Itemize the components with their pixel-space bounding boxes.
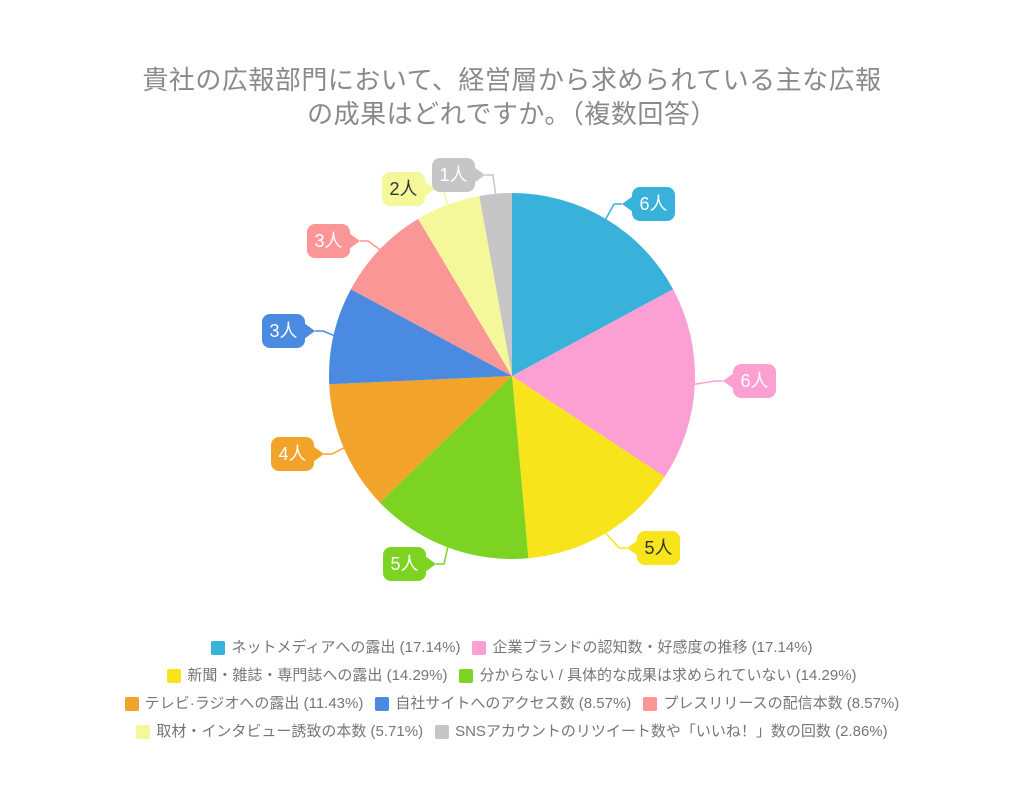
legend-item-1: 企業ブランドの認知数・好感度の推移 (17.14%) (472, 639, 813, 656)
pie-callout-leader-8 (485, 174, 497, 194)
callout-value: 4人 (278, 444, 307, 464)
legend-item-2: 新聞・雑誌・専門誌への露出 (14.29%) (167, 668, 447, 684)
legend-label: 企業ブランドの認知数・好感度の推移 (17.14%) (492, 639, 813, 656)
legend-swatch (435, 725, 450, 739)
callout-pointer (313, 446, 324, 462)
callout-value: 6人 (639, 194, 668, 214)
callout-value: 1人 (439, 165, 468, 185)
callout-pointer (424, 181, 435, 197)
pie-callout-label-4: 4人 (271, 437, 324, 471)
callout-value: 5人 (644, 538, 673, 558)
legend-swatch (167, 669, 182, 683)
legend-label: ネットメディアへの露出 (17.14%) (231, 639, 461, 656)
pie-slice-3 (379, 376, 529, 559)
pie-slice-0 (512, 193, 674, 376)
pie-callout-leader-6 (360, 240, 381, 251)
legend-label: 自社サイトへのアクセス数 (8.57%) (395, 695, 632, 712)
callout-pointer (425, 556, 436, 572)
pie-callout-label-6: 3人 (307, 224, 360, 258)
callout-pointer (304, 323, 315, 339)
pie-callout-label-7: 2人 (382, 172, 435, 206)
pie-slice-1 (512, 289, 696, 477)
pie-slice-7 (418, 195, 512, 376)
legend-label: 取材・インタビュー誘致の本数 (5.71%) (156, 723, 424, 740)
legend-label: プレスリリースの配信本数 (8.57%) (663, 695, 900, 712)
callout-pointer (723, 373, 734, 389)
callout-value: 3人 (269, 321, 298, 341)
pie-callout-label-2: 5人 (627, 531, 680, 565)
legend-item-6: プレスリリースの配信本数 (8.57%) (643, 696, 899, 712)
legend-item-0: ネットメディアへの露出 (17.14%) (211, 640, 460, 656)
legend-swatch (643, 697, 658, 711)
legend-row: テレビ·ラジオへの露出 (11.43%) 自社サイトへのアクセス数 (8.57%)… (124, 695, 899, 712)
legend-label: 分からない / 具体的な成果は求められていない (14.29%) (479, 667, 857, 684)
legend-swatch (211, 641, 226, 655)
pie-callout-leader-1 (694, 380, 723, 385)
chart-title-line2: の成果はどれですか。（複数回答） (307, 99, 717, 130)
legend-row: 新聞・雑誌・専門誌への露出 (14.29%) 分からない / 具体的な成果は求めら… (167, 667, 857, 684)
callout-value: 2人 (389, 179, 418, 199)
legend-item-8: SNSアカウントのリツイート数や「いいね！」数の回数 (2.86%) (435, 724, 888, 740)
pie-slice-5 (328, 289, 512, 385)
legend-label: 新聞・雑誌・専門誌への露出 (14.29%) (187, 667, 448, 684)
legend-row: 取材・インタビュー誘致の本数 (5.71%) SNSアカウントのリツイート数や「い… (136, 724, 888, 740)
legend-label: SNSアカウントのリツイート数や「いいね！」数の回数 (2.86%) (455, 723, 888, 740)
chart-title: 貴社の広報部門において、経営層から求められている主な広報 の成果はどれですか。（複… (0, 63, 1024, 131)
legend-swatch (375, 697, 390, 711)
legend-item-5: 自社サイトへのアクセス数 (8.57%) (375, 696, 631, 712)
callout-value: 5人 (390, 554, 419, 574)
pie-callout-label-0: 6人 (622, 187, 675, 221)
pie-slice-6 (350, 218, 512, 376)
pie-callout-label-1: 6人 (723, 364, 776, 398)
callout-pointer (627, 540, 638, 556)
legend-swatch (124, 697, 139, 711)
legend-item-4: テレビ·ラジオへの露出 (11.43%) (124, 695, 364, 712)
pie-callout-leader-3 (436, 547, 449, 565)
pie-callout-label-5: 3人 (262, 314, 315, 348)
pie-callout-leader-0 (605, 203, 622, 220)
chart-title-line1: 貴社の広報部門において、経営層から求められている主な広報 (142, 65, 882, 96)
chart-legend: ネットメディアへの露出 (17.14%) 企業ブランドの認知数・好感度の推移 (1… (0, 640, 1024, 740)
pie-slice-2 (512, 376, 665, 559)
legend-row: ネットメディアへの露出 (17.14%) 企業ブランドの認知数・好感度の推移 (1… (211, 639, 813, 656)
callout-value: 6人 (740, 371, 769, 391)
pie-slice-4 (329, 376, 512, 503)
pie-callout-leader-4 (324, 447, 345, 455)
legend-label: テレビ·ラジオへの露出 (11.43%) (144, 695, 364, 712)
legend-item-7: 取材・インタビュー誘致の本数 (5.71%) (136, 724, 423, 740)
callout-pointer (622, 196, 633, 212)
pie-callout-leader-5 (315, 330, 334, 336)
pie-callout-leader-2 (605, 532, 627, 549)
legend-swatch (459, 669, 474, 683)
pie-callout-label-3: 5人 (383, 547, 436, 581)
legend-swatch (472, 641, 487, 655)
callout-value: 3人 (314, 231, 343, 251)
legend-item-3: 分からない / 具体的な成果は求められていない (14.29%) (459, 667, 857, 684)
callout-pointer (474, 167, 485, 183)
pie-callout-label-8: 1人 (432, 158, 485, 192)
callout-pointer (349, 233, 360, 249)
legend-swatch (136, 725, 151, 739)
pie-slice-8 (479, 193, 512, 376)
